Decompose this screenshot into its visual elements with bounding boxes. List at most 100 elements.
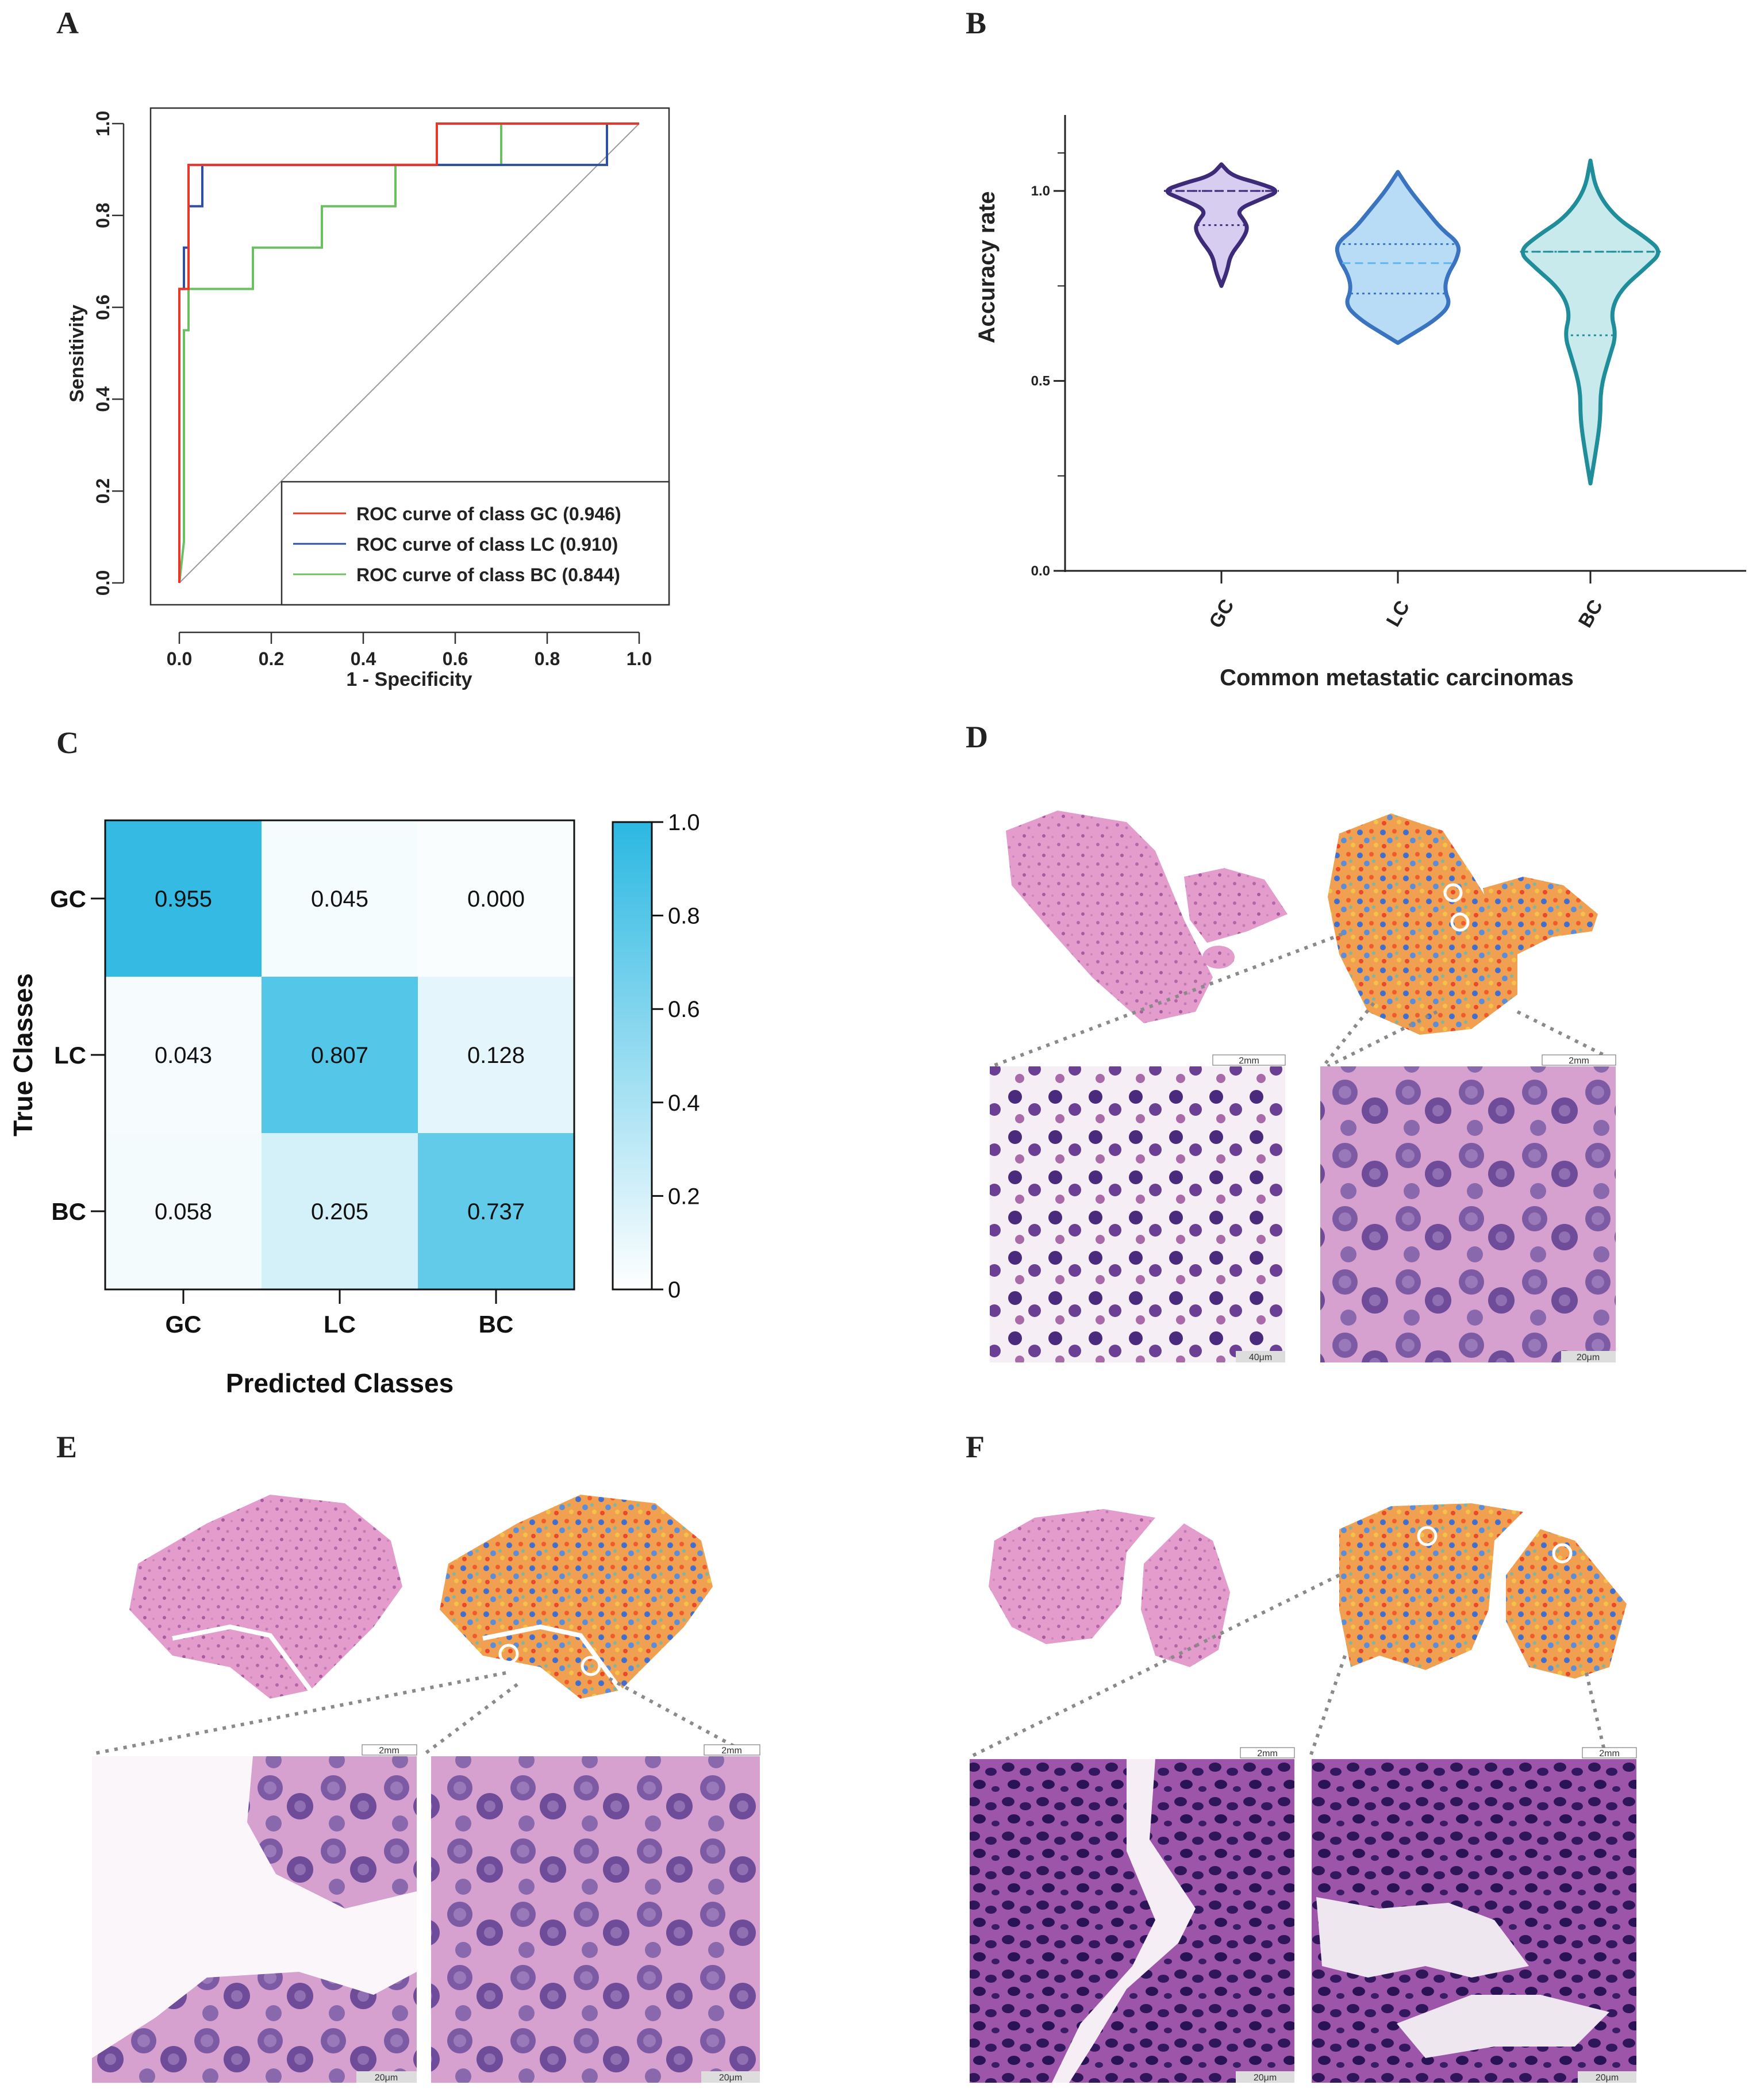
confusion-cell [105, 820, 262, 977]
panel-e-scale-label-1: 2mm [379, 1746, 399, 1756]
confusion-x-axis-label: Predicted Classes [226, 1368, 454, 1398]
roc-y-tick-label: 0.2 [93, 478, 113, 504]
roc-axes: 0.0 0.2 0.4 0.6 0.8 1.0 0.0 0.2 0.4 0.6 0.8 1.0 [93, 111, 652, 669]
roc-x-tick-label: 0.6 [443, 648, 468, 669]
confusion-cell [418, 977, 574, 1133]
panel-letter-e: E [56, 1430, 77, 1464]
roc-chart: 0.0 0.2 0.4 0.6 0.8 1.0 0.0 0.2 0.4 0.6 0.8 1.0 1 -… [66, 107, 670, 690]
panel-d-scalebar-bg-2 [1542, 1054, 1616, 1066]
confusion-cell-label: 0.128 [467, 1043, 525, 1068]
panel-d-zoom-image-1 [990, 1066, 1285, 1362]
legend-label-bc: ROC curve of class BC (0.844) [356, 565, 620, 585]
roc-y-tick-label: 0.0 [93, 570, 113, 596]
confusion-cell-label: 0.205 [311, 1199, 368, 1224]
panel-letter-f: F [966, 1430, 985, 1464]
confusion-x-tick-label: BC [479, 1311, 514, 1338]
confusion-cell-label: 0.737 [467, 1199, 525, 1224]
colorbar-tick-label: 0.6 [668, 997, 700, 1022]
roc-x-axis-label: 1 - Specificity [346, 669, 472, 690]
panel-f-scalebar-bg-1 [1240, 1747, 1295, 1759]
panel-d-scale-label-2: 2mm [1569, 1056, 1589, 1066]
panel-e-micrographs: 2mm 2mm 20μm 20μm [92, 1495, 760, 2083]
panel-e-zoom-image-2 [431, 1756, 760, 2083]
confusion-y-tick-label: LC [54, 1042, 86, 1069]
violin-x-tick-label: LC [1382, 597, 1415, 630]
violin-y-tick-label: 0.0 [1031, 563, 1050, 579]
colorbar [612, 821, 653, 1291]
panel-e-heatmap-slide [440, 1495, 713, 1699]
panel-e-scale-label-2: 2mm [721, 1746, 742, 1756]
colorbar-tick-label: 0.4 [668, 1091, 700, 1116]
legend-label-lc: ROC curve of class LC (0.910) [356, 534, 618, 555]
panel-d-scale-label-3: 40μm [1249, 1353, 1272, 1362]
roc-y-tick-label: 0.6 [93, 294, 113, 320]
panel-e-scale-label-3: 20μm [375, 2073, 398, 2083]
roc-x-tick-label: 0.0 [167, 648, 192, 669]
panel-d-zoom-line-3 [1327, 1010, 1438, 1068]
panel-f-zoom-line-3 [1585, 1672, 1605, 1748]
roc-x-tick-label: 1.0 [627, 648, 652, 669]
confusion-cell-label: 0.000 [467, 886, 525, 912]
confusion-cells: 0.955 0.045 0.000 0.043 0.807 0.128 0.058 0.205… [105, 820, 574, 1289]
confusion-cell [262, 977, 418, 1133]
confusion-cell [418, 1133, 574, 1289]
violin-lc [1335, 170, 1461, 345]
panel-d-he-dot [1202, 946, 1235, 969]
colorbar-tick-label: 0.2 [668, 1184, 700, 1209]
panel-e-zoom-cells-1 [92, 1756, 417, 2083]
confusion-cell-label: 0.807 [311, 1043, 368, 1068]
roc-lines [178, 122, 639, 583]
panel-d-zoom-line-2 [1321, 1002, 1375, 1068]
roc-legend: ROC curve of class GC (0.946) ROC curve … [280, 481, 670, 606]
panel-e-scalebar-bg-3 [356, 2071, 417, 2083]
panel-f-zoom-line-2 [1309, 1655, 1347, 1757]
panel-d-roi-circle-2 [1450, 912, 1470, 932]
confusion-cell-label: 0.045 [311, 886, 368, 912]
confusion-y-axis-label: True Classes [8, 973, 38, 1137]
roc-x-tick-label: 0.8 [535, 648, 560, 669]
panel-f-heatmap-slide-1 [1339, 1503, 1523, 1670]
panel-f-heatmap-slide-2 [1506, 1529, 1627, 1679]
roc-diagonal [179, 123, 640, 583]
panel-f-roi-circle-1 [1417, 1526, 1438, 1546]
confusion-y-tick-label: GC [50, 885, 86, 912]
violin-chart: 0.0 0.5 1.0 GC LC BC Common metastatic carcin… [974, 115, 1746, 690]
panel-f-scalebar-bg-3 [1236, 2071, 1294, 2083]
panel-f-he-slide-2 [1141, 1523, 1230, 1667]
roc-y-tick-label: 0.4 [93, 386, 113, 412]
confusion-cell [418, 820, 574, 977]
panel-d-scalebar-bg-3 [1236, 1351, 1285, 1362]
panel-d-heatmap-slide [1328, 813, 1517, 1035]
panel-e-roi-circle-2 [581, 1656, 601, 1676]
confusion-matrix: 0.955 0.045 0.000 0.043 0.807 0.128 0.058 0.205… [8, 810, 700, 1398]
confusion-cell-label: 0.955 [155, 886, 212, 912]
panel-f-micrographs: 2mm 2mm 20μm 20μm [970, 1503, 1637, 2083]
roc-legend-box [280, 481, 670, 606]
colorbar-tick-label: 0 [668, 1277, 681, 1303]
panel-e-scalebar-bg-1 [362, 1744, 417, 1756]
panel-e-he-slide [129, 1495, 402, 1699]
legend-label-gc: ROC curve of class GC (0.946) [356, 504, 621, 524]
panel-e-tissue-crack-2 [482, 1624, 623, 1692]
panel-f-scalebar-bg-2 [1582, 1747, 1637, 1759]
panel-letter-a: A [56, 6, 79, 40]
panel-e-scalebar-bg-4 [701, 2071, 760, 2083]
panel-letter-d: D [966, 720, 988, 754]
panel-f-scale-label-2: 2mm [1599, 1749, 1620, 1759]
panel-e-scalebar-bg-2 [704, 1744, 760, 1756]
panel-f-scale-label-3: 20μm [1254, 2073, 1277, 2083]
panel-d-scale-label-1: 2mm [1239, 1056, 1259, 1066]
panel-f-scalebar-bg-4 [1578, 2071, 1636, 2083]
panel-d-zoom-image-2 [1320, 1066, 1616, 1362]
confusion-y-tick-label: BC [51, 1198, 86, 1225]
violin-axes: 0.0 0.5 1.0 GC LC BC [1031, 152, 1607, 632]
panel-f-zoom-line-1 [970, 1573, 1340, 1758]
colorbar-axes: 1.0 0.8 0.6 0.4 0.2 0 [652, 810, 700, 1303]
confusion-cell-label: 0.043 [155, 1043, 212, 1068]
roc-x-tick-label: 0.2 [259, 648, 284, 669]
confusion-axes: GC LC BC GC LC BC [50, 885, 513, 1338]
panel-f-scale-label-1: 2mm [1257, 1749, 1278, 1759]
panel-d-zoom-line-1 [990, 932, 1343, 1068]
panel-d-he-slide [1006, 811, 1213, 1023]
